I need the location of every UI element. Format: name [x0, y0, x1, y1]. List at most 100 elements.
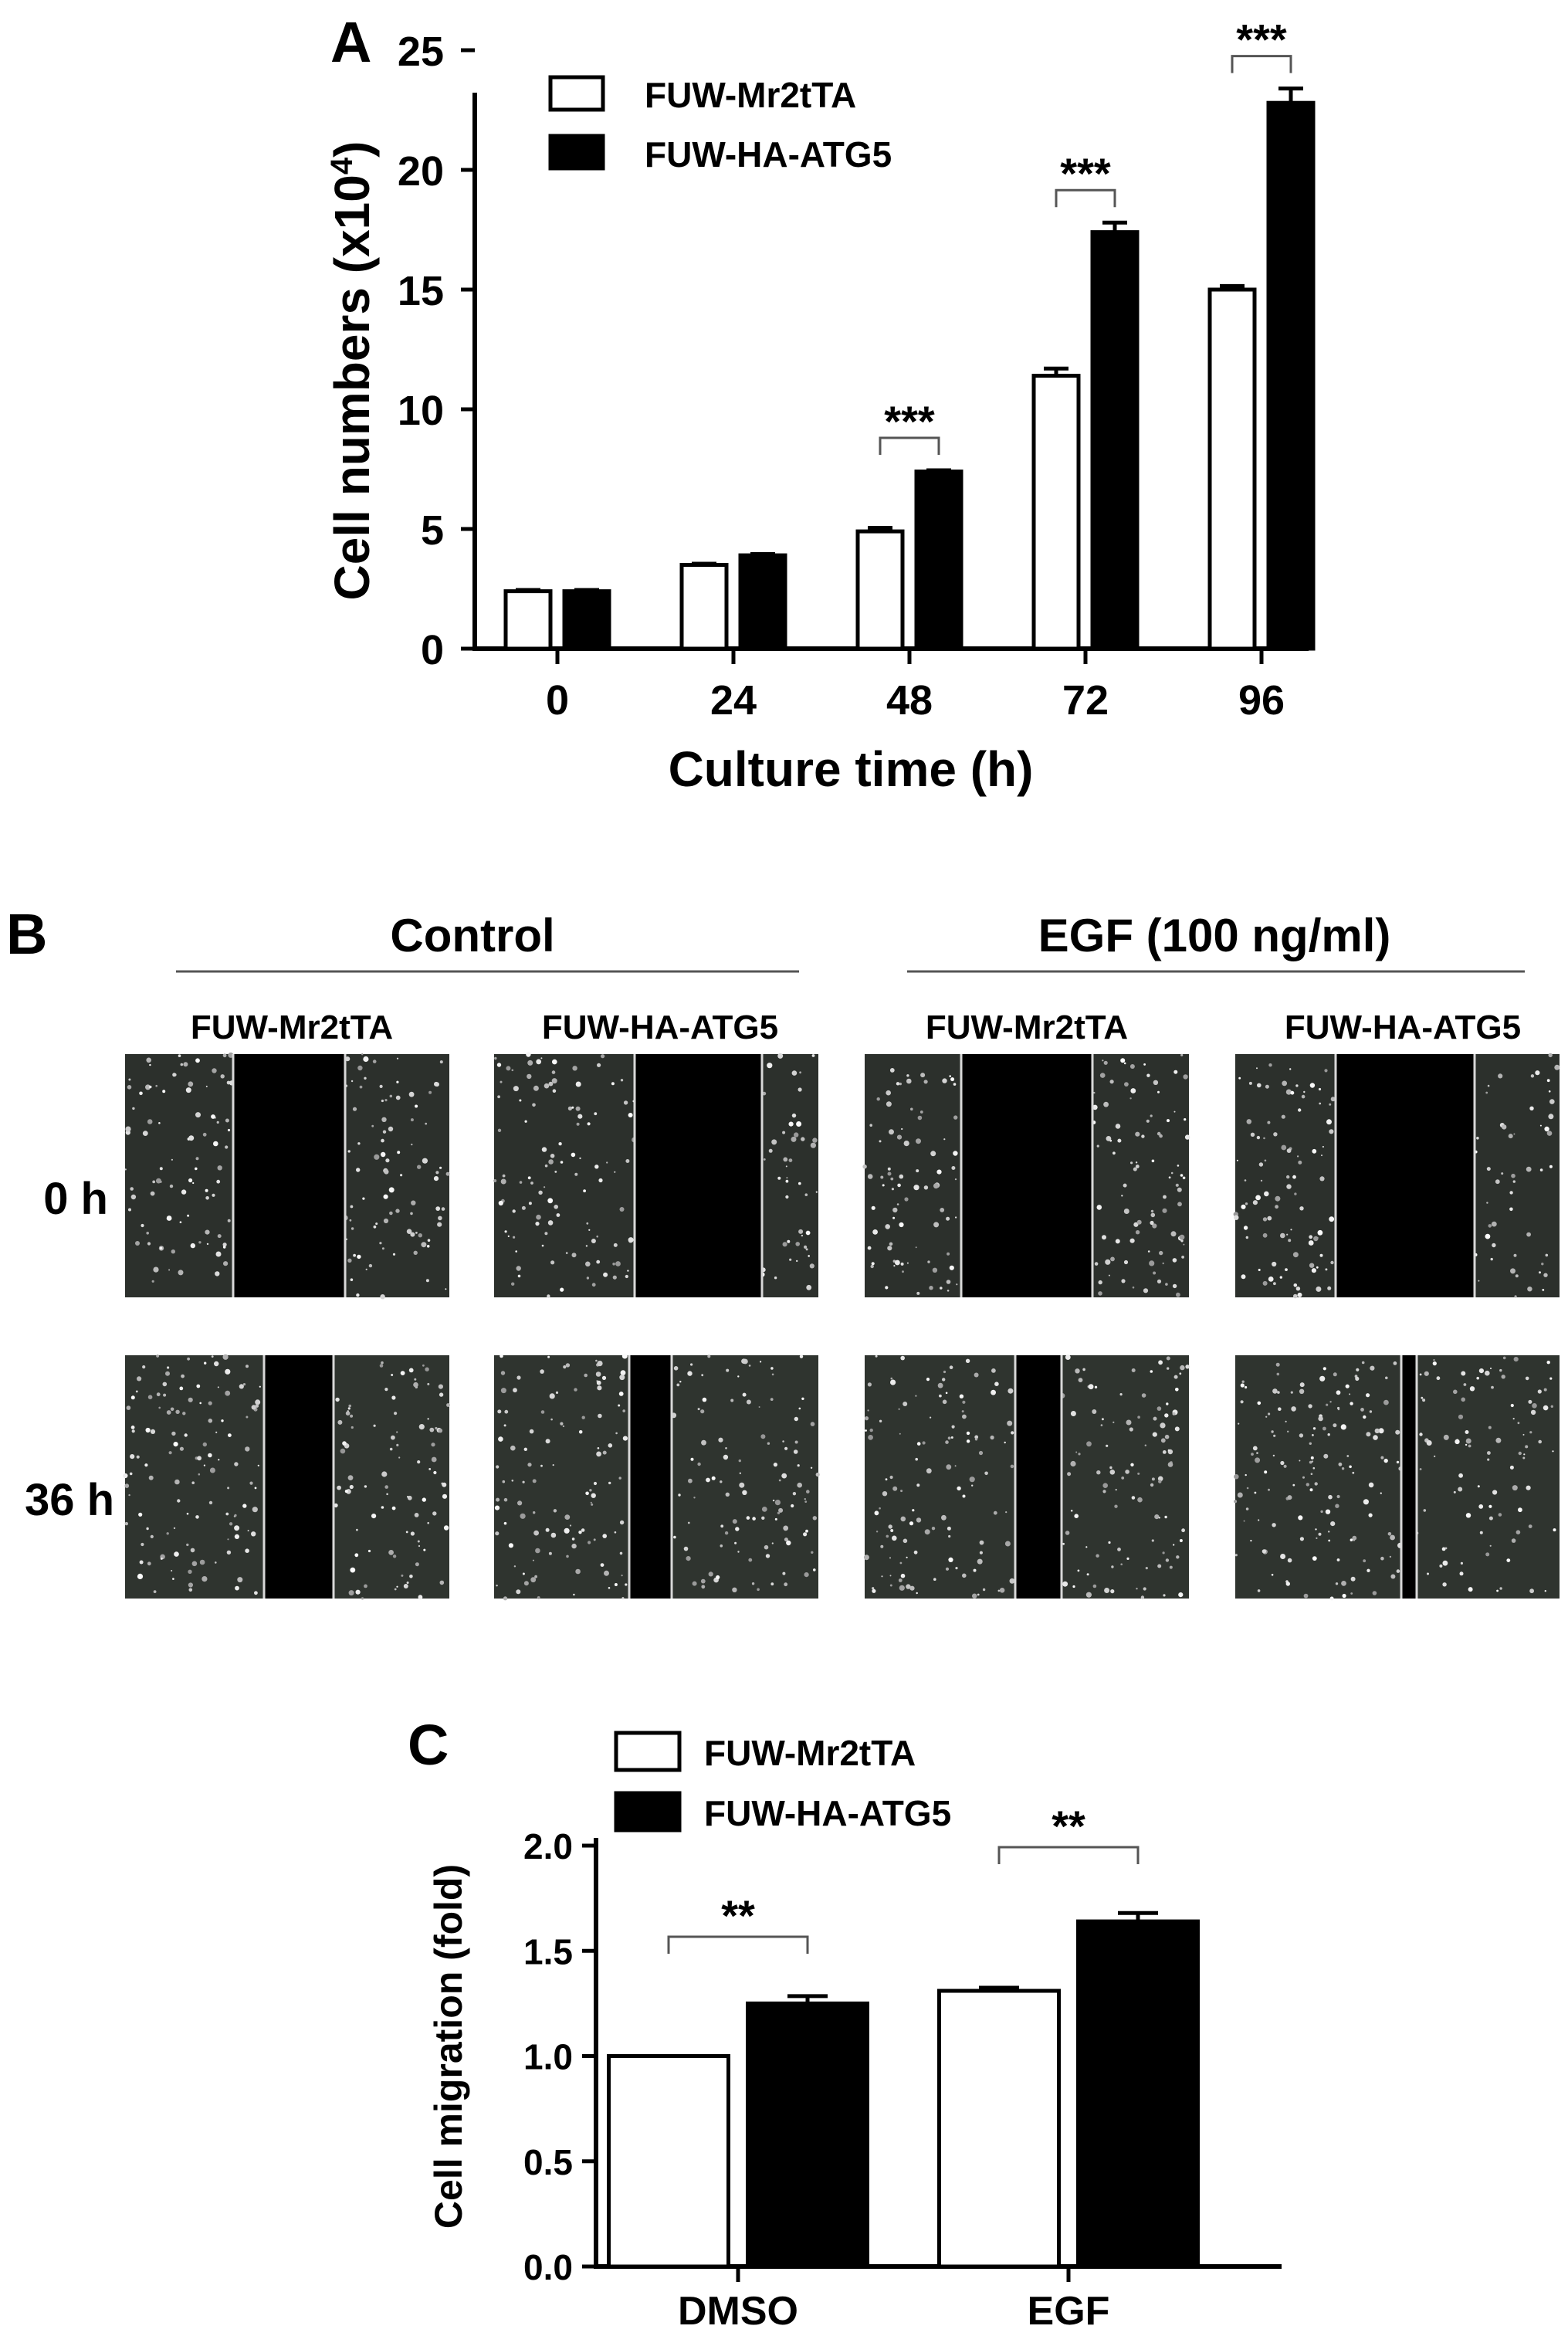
y-tick-label: 5 [421, 507, 444, 554]
cell-speck [1258, 1519, 1260, 1521]
cell-speck [1276, 1372, 1280, 1376]
cell-speck [425, 1367, 429, 1371]
cell-speck [1546, 1079, 1550, 1083]
cell-speck [507, 1235, 510, 1237]
cell-speck [619, 1375, 625, 1381]
cell-speck [1263, 1137, 1265, 1140]
cell-speck [1258, 1269, 1261, 1271]
cell-speck [1085, 1546, 1088, 1548]
cell-speck [433, 1470, 437, 1475]
cell-speck [1175, 1183, 1179, 1187]
cell-speck [195, 1058, 200, 1063]
cell-speck [596, 1380, 598, 1382]
cell-speck [606, 1161, 608, 1164]
cell-speck [899, 1174, 904, 1179]
cell-speck [803, 1532, 808, 1537]
cell-speck [516, 1375, 521, 1380]
cell-speck [500, 1371, 506, 1375]
cell-speck [245, 1548, 249, 1553]
cell-speck [396, 1585, 398, 1588]
cell-speck [784, 1446, 788, 1450]
cell-speck [171, 1158, 173, 1161]
cell-speck [1353, 1539, 1356, 1541]
cell-speck [1252, 1200, 1258, 1205]
panel-a-label: A [330, 10, 371, 74]
wound-gap [635, 1054, 762, 1297]
cell-speck [786, 1540, 791, 1546]
cell-speck [949, 1265, 954, 1270]
cell-speck [1133, 1167, 1137, 1171]
cell-speck [1010, 1464, 1014, 1469]
cell-speck [1129, 1097, 1132, 1100]
cell-speck [1380, 1456, 1384, 1460]
cell-speck [789, 1258, 792, 1261]
cell-speck [395, 1095, 401, 1100]
cell-speck [1158, 1360, 1163, 1365]
cell-speck [150, 1429, 156, 1434]
cell-speck [204, 1361, 207, 1365]
cell-speck [1368, 1513, 1373, 1517]
cell-speck [345, 1056, 351, 1062]
cell-speck [247, 1530, 249, 1532]
cell-speck [337, 1419, 343, 1425]
cell-speck [746, 1516, 750, 1520]
column-label-control-ha-atg5: FUW-HA-ATG5 [542, 1009, 778, 1046]
cell-speck [1426, 1440, 1432, 1446]
cell-speck [227, 1538, 229, 1541]
cell-speck [373, 1424, 376, 1427]
cell-speck [1256, 1067, 1258, 1070]
cell-speck [1319, 1176, 1325, 1182]
cell-speck [1262, 1232, 1268, 1238]
cell-speck [1518, 1507, 1522, 1513]
cell-speck [347, 1410, 349, 1412]
cell-speck [879, 1419, 882, 1423]
cell-speck [602, 1450, 607, 1455]
cell-speck [1245, 1507, 1249, 1510]
cell-speck [149, 1063, 151, 1066]
cell-speck [767, 1063, 773, 1069]
cell-speck [227, 1219, 231, 1222]
cell-speck [446, 1403, 450, 1407]
cell-speck [1164, 1515, 1167, 1519]
cell-speck [1509, 1191, 1513, 1195]
cell-speck [973, 1568, 977, 1572]
cell-speck [593, 1538, 596, 1541]
cell-speck [384, 1388, 388, 1392]
cell-speck [879, 1140, 882, 1143]
cell-speck [504, 1230, 507, 1233]
cell-speck [965, 1358, 970, 1364]
cell-speck [208, 1453, 212, 1458]
cell-speck [434, 1081, 439, 1087]
cell-speck [1532, 1403, 1537, 1409]
cell-speck [1129, 1427, 1133, 1432]
cell-speck [1299, 1382, 1305, 1388]
cell-speck [166, 1532, 169, 1535]
cell-speck [254, 1591, 258, 1595]
cell-speck [1439, 1564, 1443, 1568]
cell-speck [597, 1063, 601, 1067]
wound-gap [1015, 1355, 1062, 1599]
cell-speck [782, 1131, 786, 1134]
cell-speck [1106, 1136, 1112, 1141]
cell-speck [1183, 1074, 1188, 1080]
cell-speck [1255, 1457, 1261, 1463]
cell-speck [1135, 1131, 1140, 1137]
cell-speck [179, 1386, 184, 1391]
cell-speck [1120, 1563, 1123, 1565]
cell-speck [953, 1115, 958, 1120]
cell-speck [209, 1467, 215, 1473]
cell-speck [548, 1159, 554, 1165]
cell-speck [1522, 1433, 1525, 1436]
cell-speck [1490, 1368, 1492, 1369]
cell-speck [181, 1189, 187, 1195]
cell-speck [574, 1388, 577, 1392]
cell-speck [575, 1081, 581, 1087]
cell-speck [1278, 1407, 1282, 1411]
cell-speck [1463, 1383, 1467, 1386]
cell-speck [990, 1435, 994, 1440]
cell-speck [1115, 1489, 1117, 1491]
cell-speck [723, 1454, 729, 1460]
cell-speck [1151, 1159, 1155, 1163]
cell-speck [1323, 1453, 1329, 1459]
cell-speck [765, 1554, 770, 1558]
